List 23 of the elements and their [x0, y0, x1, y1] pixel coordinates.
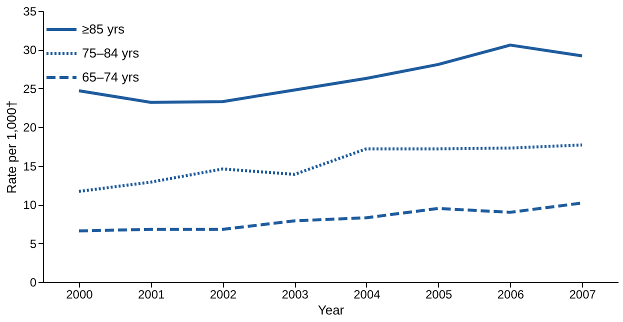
y-axis-title: Rate per 1,000†	[4, 100, 20, 194]
y-tick-label: 30	[23, 43, 37, 58]
line-series	[77, 44, 584, 104]
x-tick-label: 2000	[66, 288, 94, 302]
x-tick-label: 2007	[569, 288, 596, 302]
y-tick-label: 25	[23, 82, 37, 96]
x-tick-label: 2001	[138, 288, 165, 302]
x-tick-label: 2002	[210, 288, 237, 302]
legend-label: 65–74 yrs	[82, 70, 140, 84]
legend-label: 75–84 yrs	[82, 46, 140, 60]
x-tick-label: 2006	[497, 288, 524, 302]
x-axis-title: Year	[318, 302, 345, 318]
y-tick-label: 5	[30, 236, 37, 251]
y-tick-label: 20	[23, 120, 37, 135]
line-series	[77, 143, 584, 193]
y-tick-label: 0	[30, 276, 37, 290]
y-tick-label: 15	[23, 159, 37, 174]
y-tick-label: 10	[23, 198, 37, 212]
legend-label: ≥85 yrs	[82, 22, 126, 36]
y-tick-label: 35	[23, 4, 37, 18]
x-tick-label: 2003	[282, 288, 309, 302]
x-tick-label: 2005	[425, 288, 452, 302]
x-tick-label: 2004	[354, 288, 381, 302]
